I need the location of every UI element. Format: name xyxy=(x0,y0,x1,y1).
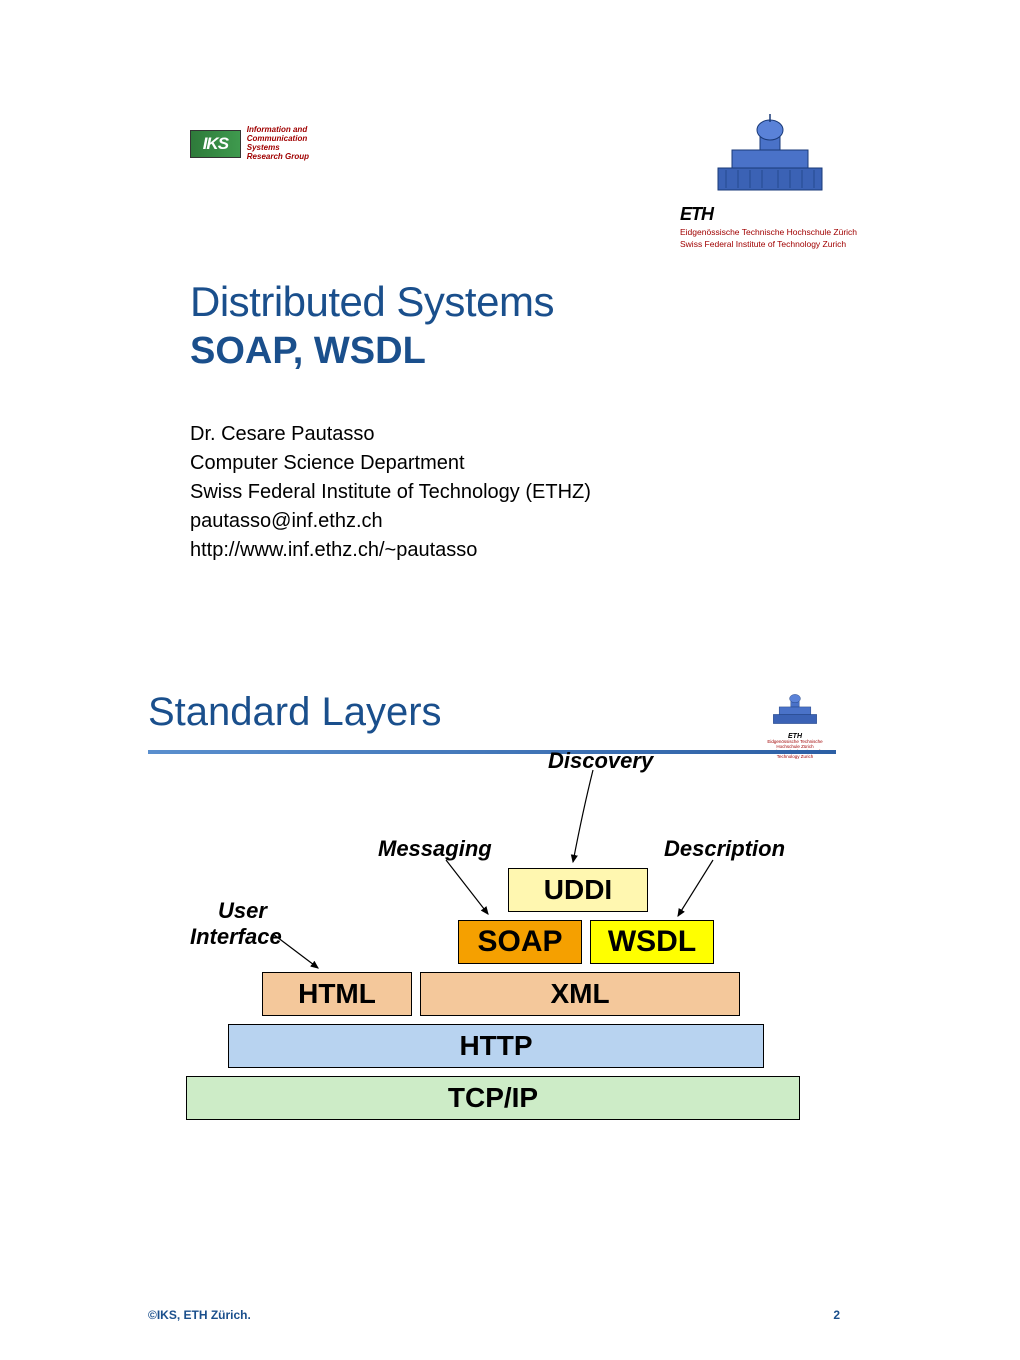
eth-sub2: Swiss Federal Institute of Technology Zu… xyxy=(680,239,860,249)
email: pautasso@inf.ethz.ch xyxy=(190,507,591,536)
department: Computer Science Department xyxy=(190,449,591,478)
eth-wordmark: ETH xyxy=(680,204,860,225)
iks-logo-text: Information and Communication Systems Re… xyxy=(247,126,330,161)
footer-copyright: ©IKS, ETH Zürich. xyxy=(148,1308,251,1322)
iks-sub2: Communication Systems xyxy=(247,134,307,152)
layer-http: HTTP xyxy=(228,1024,764,1068)
url: http://www.inf.ethz.ch/~pautasso xyxy=(190,536,591,565)
layers-diagram: Discovery Messaging Description User Int… xyxy=(168,740,808,1120)
footer-page-number: 2 xyxy=(833,1308,840,1322)
layer-soap: SOAP xyxy=(458,920,582,964)
iks-logo-box: IKS xyxy=(190,130,241,158)
eth-dome-small-icon xyxy=(770,690,820,728)
slide1-title: Distributed Systems xyxy=(190,278,554,326)
slide2-title: Standard Layers xyxy=(148,690,442,735)
eth-dome-icon xyxy=(710,110,830,200)
iks-logo: IKS Information and Communication System… xyxy=(190,128,330,160)
slide1-body: Dr. Cesare Pautasso Computer Science Dep… xyxy=(190,420,591,565)
author: Dr. Cesare Pautasso xyxy=(190,420,591,449)
slide-2: Standard Layers ETH Eidgenössische Techn… xyxy=(0,690,1020,1360)
layer-html: HTML xyxy=(262,972,412,1016)
eth-sub1: Eidgenössische Technische Hochschule Zür… xyxy=(680,227,860,237)
slide1-subtitle: SOAP, WSDL xyxy=(190,330,426,373)
layer-tcpip: TCP/IP xyxy=(186,1076,800,1120)
layer-xml: XML xyxy=(420,972,740,1016)
iks-sub3: Research Group xyxy=(247,152,309,161)
layer-wsdl: WSDL xyxy=(590,920,714,964)
institution: Swiss Federal Institute of Technology (E… xyxy=(190,478,591,507)
iks-sub1: Information and xyxy=(247,125,307,134)
slide-1: IKS Information and Communication System… xyxy=(0,0,1020,690)
eth-logo: ETH Eidgenössische Technische Hochschule… xyxy=(680,110,860,249)
layer-uddi: UDDI xyxy=(508,868,648,912)
